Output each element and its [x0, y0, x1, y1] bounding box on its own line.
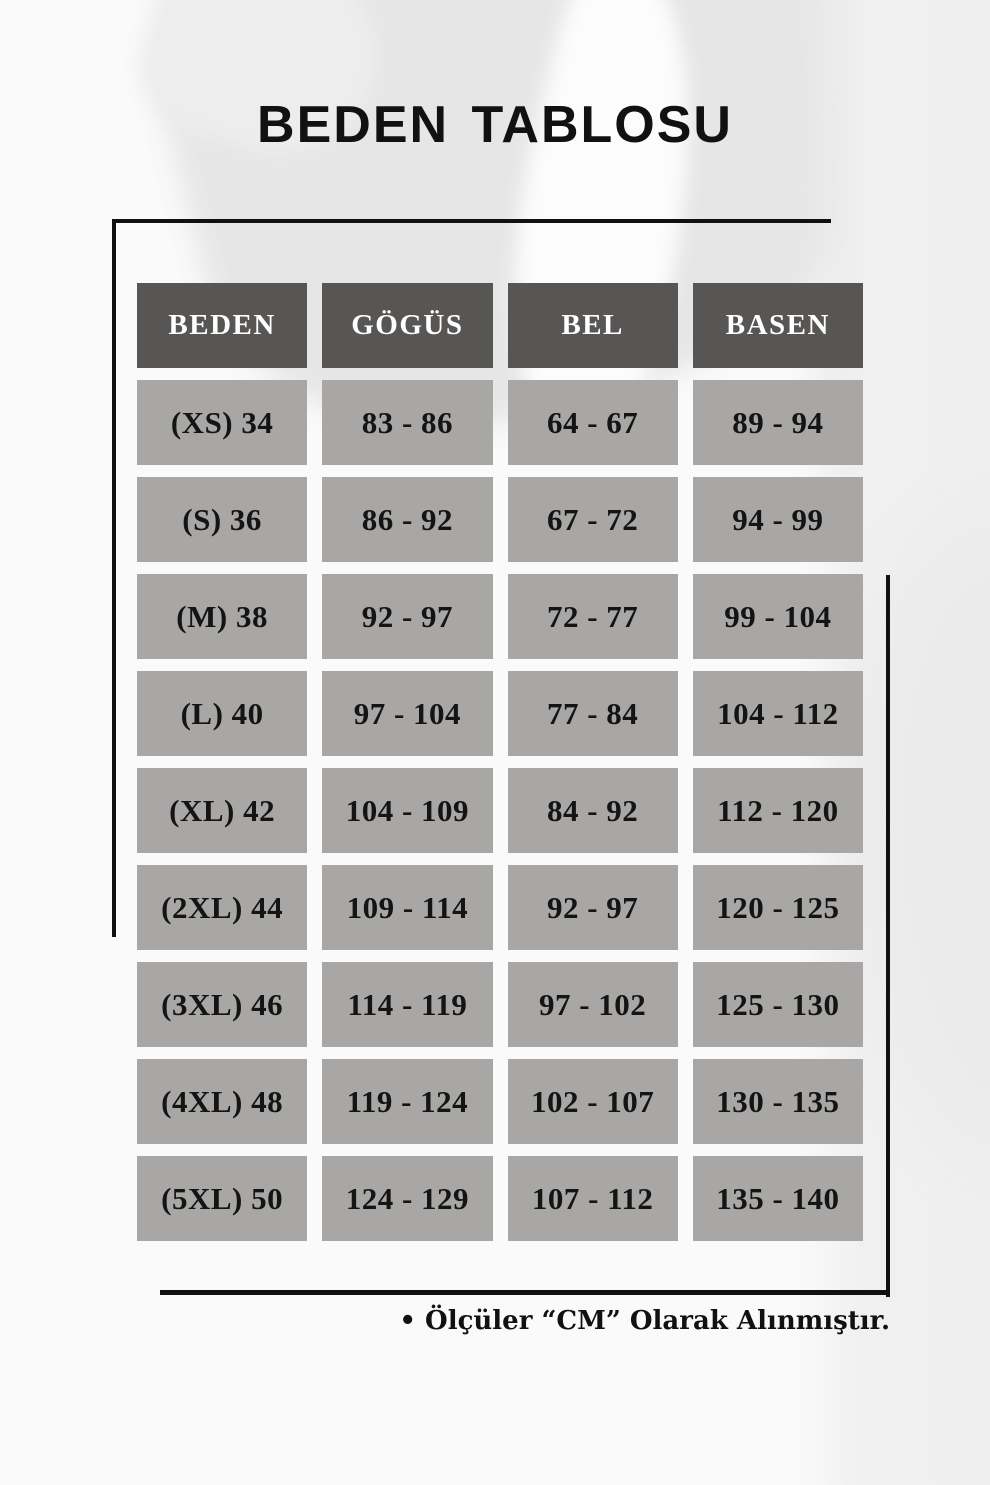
table-cell-waist: 102 - 107: [507, 1059, 678, 1144]
table-cell-hip: 94 - 99: [692, 477, 863, 562]
table-cell-size: (4XL) 48: [137, 1059, 308, 1144]
table-cell-waist: 97 - 102: [507, 962, 678, 1047]
table-cell-hip: 125 - 130: [692, 962, 863, 1047]
table-cell-chest: 104 - 109: [322, 768, 493, 853]
table-cell-chest: 119 - 124: [322, 1059, 493, 1144]
table-cell-hip: 130 - 135: [692, 1059, 863, 1144]
column-header-beden: BEDEN: [137, 283, 308, 368]
table-cell-size: (L) 40: [137, 671, 308, 756]
table-cell-waist: 64 - 67: [507, 380, 678, 465]
table-cell-size: (3XL) 46: [137, 962, 308, 1047]
table-cell-hip: 89 - 94: [692, 380, 863, 465]
table-cell-chest: 83 - 86: [322, 380, 493, 465]
table-cell-size: (XS) 34: [137, 380, 308, 465]
table-cell-waist: 77 - 84: [507, 671, 678, 756]
column-header-basen: BASEN: [692, 283, 863, 368]
table-cell-waist: 84 - 92: [507, 768, 678, 853]
table-cell-size: (S) 36: [137, 477, 308, 562]
table-cell-chest: 124 - 129: [322, 1156, 493, 1241]
frame-line-top: [112, 219, 831, 223]
page-title: BEDEN TABLOSU: [257, 96, 733, 154]
table-cell-hip: 120 - 125: [692, 865, 863, 950]
frame-line-left: [112, 219, 116, 937]
table-cell-waist: 107 - 112: [507, 1156, 678, 1241]
table-cell-hip: 135 - 140: [692, 1156, 863, 1241]
table-cell-waist: 67 - 72: [507, 477, 678, 562]
column-header-gogus: GÖGÜS: [322, 283, 493, 368]
table-cell-hip: 104 - 112: [692, 671, 863, 756]
table-cell-size: (2XL) 44: [137, 865, 308, 950]
table-cell-chest: 109 - 114: [322, 865, 493, 950]
table-cell-waist: 72 - 77: [507, 574, 678, 659]
table-cell-waist: 92 - 97: [507, 865, 678, 950]
column-header-bel: BEL: [507, 283, 678, 368]
table-cell-size: (5XL) 50: [137, 1156, 308, 1241]
table-cell-chest: 114 - 119: [322, 962, 493, 1047]
table-cell-size: (XL) 42: [137, 768, 308, 853]
table-cell-size: (M) 38: [137, 574, 308, 659]
measurement-note: • Ölçüler “CM” Olarak Alınmıştır.: [399, 1306, 890, 1336]
table-cell-chest: 97 - 104: [322, 671, 493, 756]
table-cell-hip: 99 - 104: [692, 574, 863, 659]
table-cell-chest: 86 - 92: [322, 477, 493, 562]
frame-line-bottom: [160, 1290, 890, 1295]
size-table: BEDEN GÖGÜS BEL BASEN (XS) 34 83 - 86 64…: [137, 283, 863, 1241]
table-cell-hip: 112 - 120: [692, 768, 863, 853]
frame-line-right: [886, 575, 890, 1297]
table-cell-chest: 92 - 97: [322, 574, 493, 659]
